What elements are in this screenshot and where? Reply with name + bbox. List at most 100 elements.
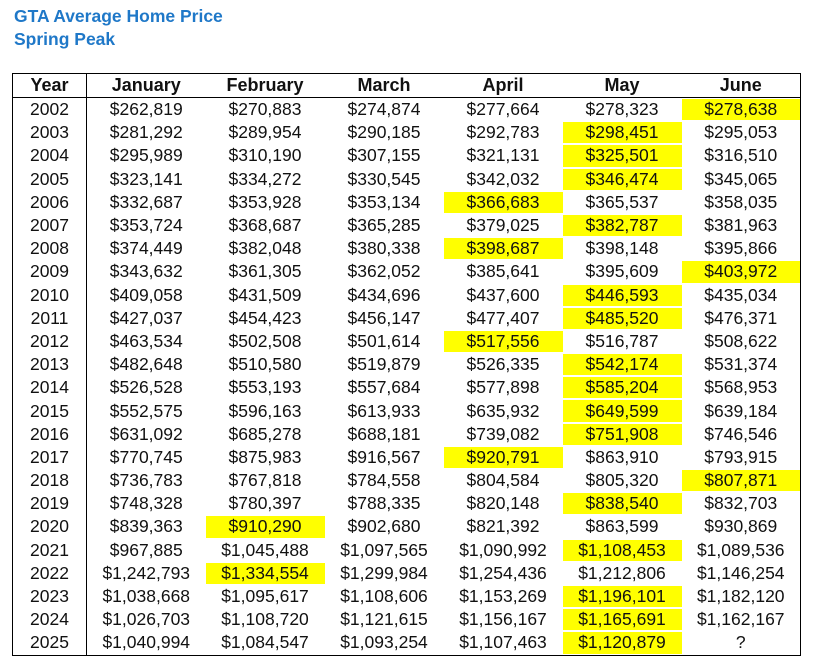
peak-price-cell-april: $398,687 xyxy=(443,237,563,261)
price-cell-january: $343,632 xyxy=(109,261,183,282)
price-cell-april: $385,641 xyxy=(466,261,540,282)
table-row: 2025 $1,040,994 $1,084,547 $1,093,254 $1,107… xyxy=(12,631,801,655)
table-row: 2013 $482,648 $510,580 $519,879 $526,335 $542… xyxy=(12,353,801,377)
table-row: 2014 $526,528 $553,193 $557,684 $577,898 $585… xyxy=(12,376,801,400)
price-cell-march: $501,614 xyxy=(347,330,421,351)
column-header-february: February xyxy=(205,73,325,98)
price-cell-may: $863,599 xyxy=(585,516,659,537)
price-cell-february: $310,190 xyxy=(228,145,302,166)
price-cell-march: $362,052 xyxy=(347,261,421,282)
price-cell-june: $832,703 xyxy=(704,493,778,514)
peak-price-cell-may: $1,120,879 xyxy=(562,631,682,655)
price-cell-june: $1,089,536 xyxy=(696,539,785,560)
table-row: 2009 $343,632 $361,305 $362,052 $385,641 $395… xyxy=(12,260,801,284)
price-cell-march: $290,185 xyxy=(347,122,421,143)
table-row: 2019 $748,328 $780,397 $788,335 $820,148 $838… xyxy=(12,492,801,516)
price-cell-january: $1,026,703 xyxy=(102,609,191,630)
price-cell-january: $526,528 xyxy=(109,377,183,398)
year-cell: 2019 xyxy=(12,492,87,516)
price-table: Year January February March April May June 200… xyxy=(12,73,801,656)
table-row: 2016 $631,092 $685,278 $688,181 $739,082 $751… xyxy=(12,422,801,446)
peak-price-cell-may: $298,451 xyxy=(562,121,682,145)
price-cell-march: $353,134 xyxy=(347,191,421,212)
year-cell: 2015 xyxy=(12,399,87,423)
price-cell-january: $1,242,793 xyxy=(102,562,191,583)
price-cell-june: $476,371 xyxy=(704,307,778,328)
price-cell-april: $804,584 xyxy=(466,470,540,491)
price-cell-february: $382,048 xyxy=(228,238,302,259)
year-cell: 2003 xyxy=(12,121,87,145)
peak-price-cell-may: $446,593 xyxy=(562,283,682,307)
price-cell-february: $361,305 xyxy=(228,261,302,282)
peak-price-cell-february: $910,290 xyxy=(205,515,325,539)
price-cell-january: $482,648 xyxy=(109,354,183,375)
year-cell: 2014 xyxy=(12,376,87,400)
peak-price-cell-may: $1,165,691 xyxy=(562,608,682,632)
price-cell-may: $863,910 xyxy=(585,446,659,467)
price-cell-april: $342,032 xyxy=(466,168,540,189)
price-cell-january: $281,292 xyxy=(109,122,183,143)
peak-price-cell-april: $517,556 xyxy=(443,329,563,354)
price-cell-june: $508,622 xyxy=(704,330,778,351)
price-cell-april: $577,898 xyxy=(466,377,540,398)
price-cell-january: $967,885 xyxy=(109,539,183,560)
peak-price-cell-february: $1,334,554 xyxy=(205,561,325,585)
price-cell-february: $553,193 xyxy=(228,377,302,398)
price-cell-january: $839,363 xyxy=(109,516,183,537)
table-row: 2006 $332,687 $353,928 $353,134 $366,683 $365… xyxy=(12,190,801,214)
price-cell-january: $631,092 xyxy=(109,423,183,444)
price-cell-march: $365,285 xyxy=(347,215,421,236)
price-cell-march: $557,684 xyxy=(347,377,421,398)
page-subtitle: Spring Peak xyxy=(14,29,116,49)
header-row: Year January February March April May June xyxy=(12,73,801,98)
price-cell-june: $345,065 xyxy=(704,168,778,189)
column-header-april: April xyxy=(443,73,563,98)
price-cell-april: $739,082 xyxy=(466,423,540,444)
price-cell-january: $374,449 xyxy=(109,238,183,259)
table-row: 2002 $262,819 $270,883 $274,874 $277,664 $278… xyxy=(12,97,801,122)
price-cell-june: $381,963 xyxy=(704,215,778,236)
price-cell-april: $477,407 xyxy=(466,307,540,328)
price-cell-june: $435,034 xyxy=(704,284,778,305)
price-cell-march: $456,147 xyxy=(347,307,421,328)
price-cell-february: $270,883 xyxy=(228,99,302,120)
peak-price-cell-may: $838,540 xyxy=(562,492,682,516)
year-cell: 2022 xyxy=(12,561,87,585)
price-cell-february: $289,954 xyxy=(228,122,302,143)
price-cell-june: $295,053 xyxy=(704,122,778,143)
page-title: GTA Average Home Price xyxy=(14,6,223,26)
table-row: 2007 $353,724 $368,687 $365,285 $379,025 $382… xyxy=(12,213,801,238)
peak-price-cell-april: $366,683 xyxy=(443,190,563,214)
price-cell-march: $916,567 xyxy=(347,446,421,467)
price-cell-june: $639,184 xyxy=(704,400,778,421)
price-cell-february: $875,983 xyxy=(228,446,302,467)
year-cell: 2016 xyxy=(12,422,87,446)
price-cell-june: $1,182,120 xyxy=(696,586,785,607)
price-cell-march: $307,155 xyxy=(347,145,421,166)
price-cell-february: $368,687 xyxy=(228,215,302,236)
price-cell-february: $685,278 xyxy=(228,423,302,444)
price-cell-february: $596,163 xyxy=(228,400,302,421)
price-cell-april: $379,025 xyxy=(466,215,540,236)
price-cell-march: $1,093,254 xyxy=(340,632,428,653)
price-cell-january: $427,037 xyxy=(109,307,183,328)
price-cell-april: $1,107,463 xyxy=(459,632,547,653)
price-cell-april: $277,664 xyxy=(466,99,540,120)
price-cell-march: $1,121,615 xyxy=(340,609,428,630)
price-cell-march: $434,696 xyxy=(347,284,421,305)
price-cell-january: $409,058 xyxy=(109,284,183,305)
column-header-january: January xyxy=(86,73,206,98)
price-cell-march: $1,108,606 xyxy=(340,586,428,607)
price-cell-june: $746,546 xyxy=(704,423,778,444)
year-cell: 2002 xyxy=(12,97,87,122)
price-cell-january: $262,819 xyxy=(109,99,183,120)
peak-price-cell-june: $807,871 xyxy=(681,469,801,493)
price-cell-april: $526,335 xyxy=(466,354,540,375)
price-cell-june: $793,915 xyxy=(704,446,778,467)
price-cell-may: $278,323 xyxy=(585,99,659,120)
price-cell-june: $568,953 xyxy=(704,377,778,398)
year-cell: 2008 xyxy=(12,237,87,261)
year-cell: 2007 xyxy=(12,213,87,238)
price-cell-february: $780,397 xyxy=(228,493,302,514)
price-cell-april: $292,783 xyxy=(466,122,540,143)
